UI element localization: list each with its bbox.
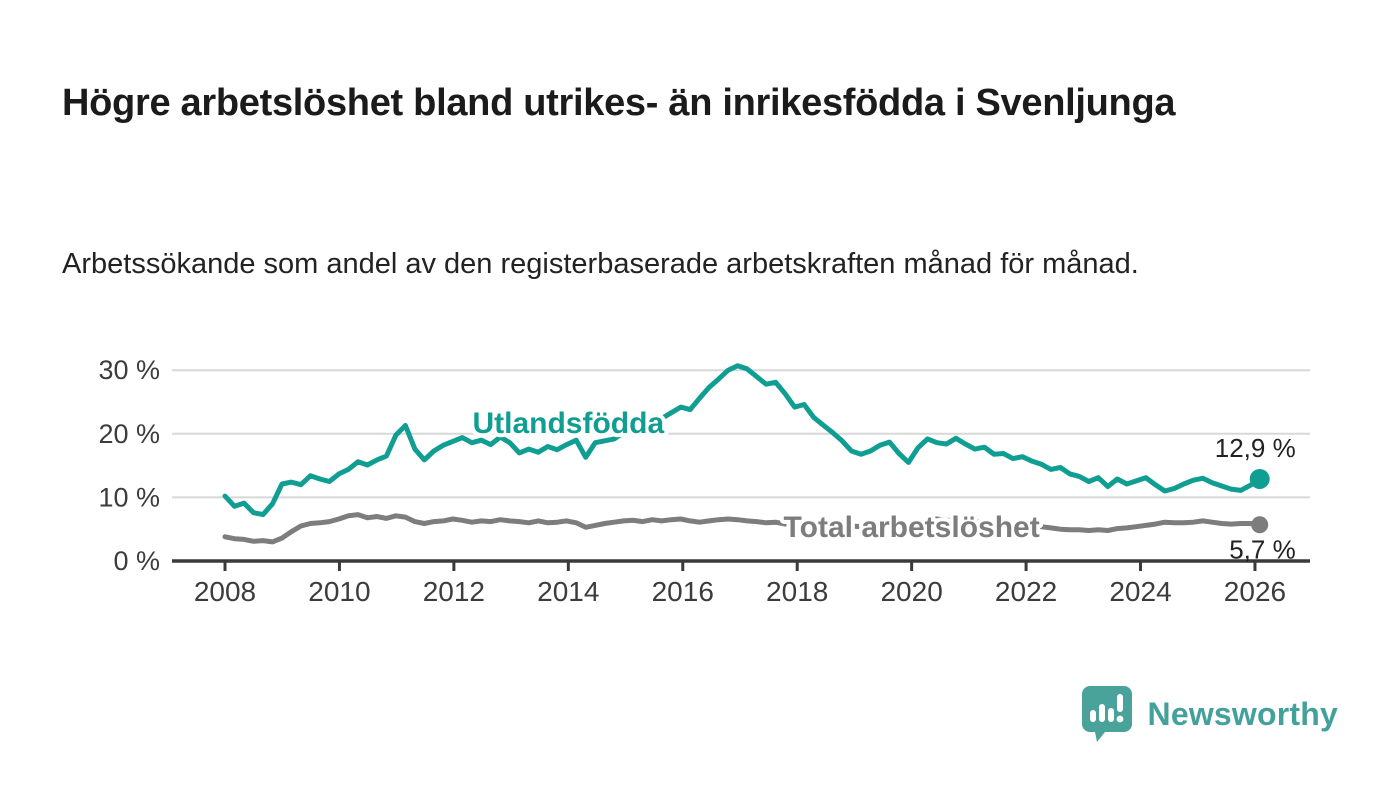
page-title: Högre arbetslöshet bland utrikes- än inr… — [62, 82, 1176, 125]
brand-wordmark: Newsworthy — [1147, 695, 1338, 732]
x-tick-label: 2022 — [995, 576, 1057, 607]
x-tick-label: 2008 — [194, 576, 256, 607]
series-label-total: Total arbetslöshet — [784, 511, 1040, 544]
series-end-dot-total — [1251, 516, 1269, 534]
x-tick-label: 2012 — [423, 576, 485, 607]
newsworthy-logo-icon — [1081, 686, 1132, 742]
x-tick-label: 2026 — [1224, 576, 1286, 607]
x-tick-label: 2010 — [308, 576, 370, 607]
y-tick-label: 20 % — [98, 419, 160, 449]
y-tick-label: 10 % — [98, 482, 160, 512]
chart-subtitle: Arbetssökande som andel av den registerb… — [62, 248, 1139, 280]
x-tick-label: 2024 — [1109, 576, 1171, 607]
series-line-utlandsfodda — [222, 363, 1263, 518]
end-value-label: 5,7 % — [1229, 535, 1296, 565]
x-tick-label: 2018 — [766, 576, 828, 607]
series-label-utlandsfodda: Utlandsfödda — [472, 407, 664, 440]
line-chart: 0 % 10 % 20 % 30 % 2008 2010 2012 2014 2016 2018 2… — [0, 330, 1400, 630]
x-tick-label: 2014 — [537, 576, 599, 607]
end-value-label: 12,9 % — [1215, 433, 1296, 463]
y-tick-label: 30 % — [98, 355, 160, 385]
x-tick-label: 2016 — [652, 576, 714, 607]
series-line-total — [222, 512, 1263, 545]
chart-canvas: 0 % 10 % 20 % 30 % 2008 2010 2012 2014 2016 2018 2… — [98, 355, 1310, 607]
series-end-dot-utlandsfodda — [1249, 468, 1270, 489]
y-tick-label: 0 % — [113, 546, 160, 576]
x-tick-label: 2020 — [880, 576, 942, 607]
brand-footer: Newsworthy — [1080, 684, 1338, 744]
